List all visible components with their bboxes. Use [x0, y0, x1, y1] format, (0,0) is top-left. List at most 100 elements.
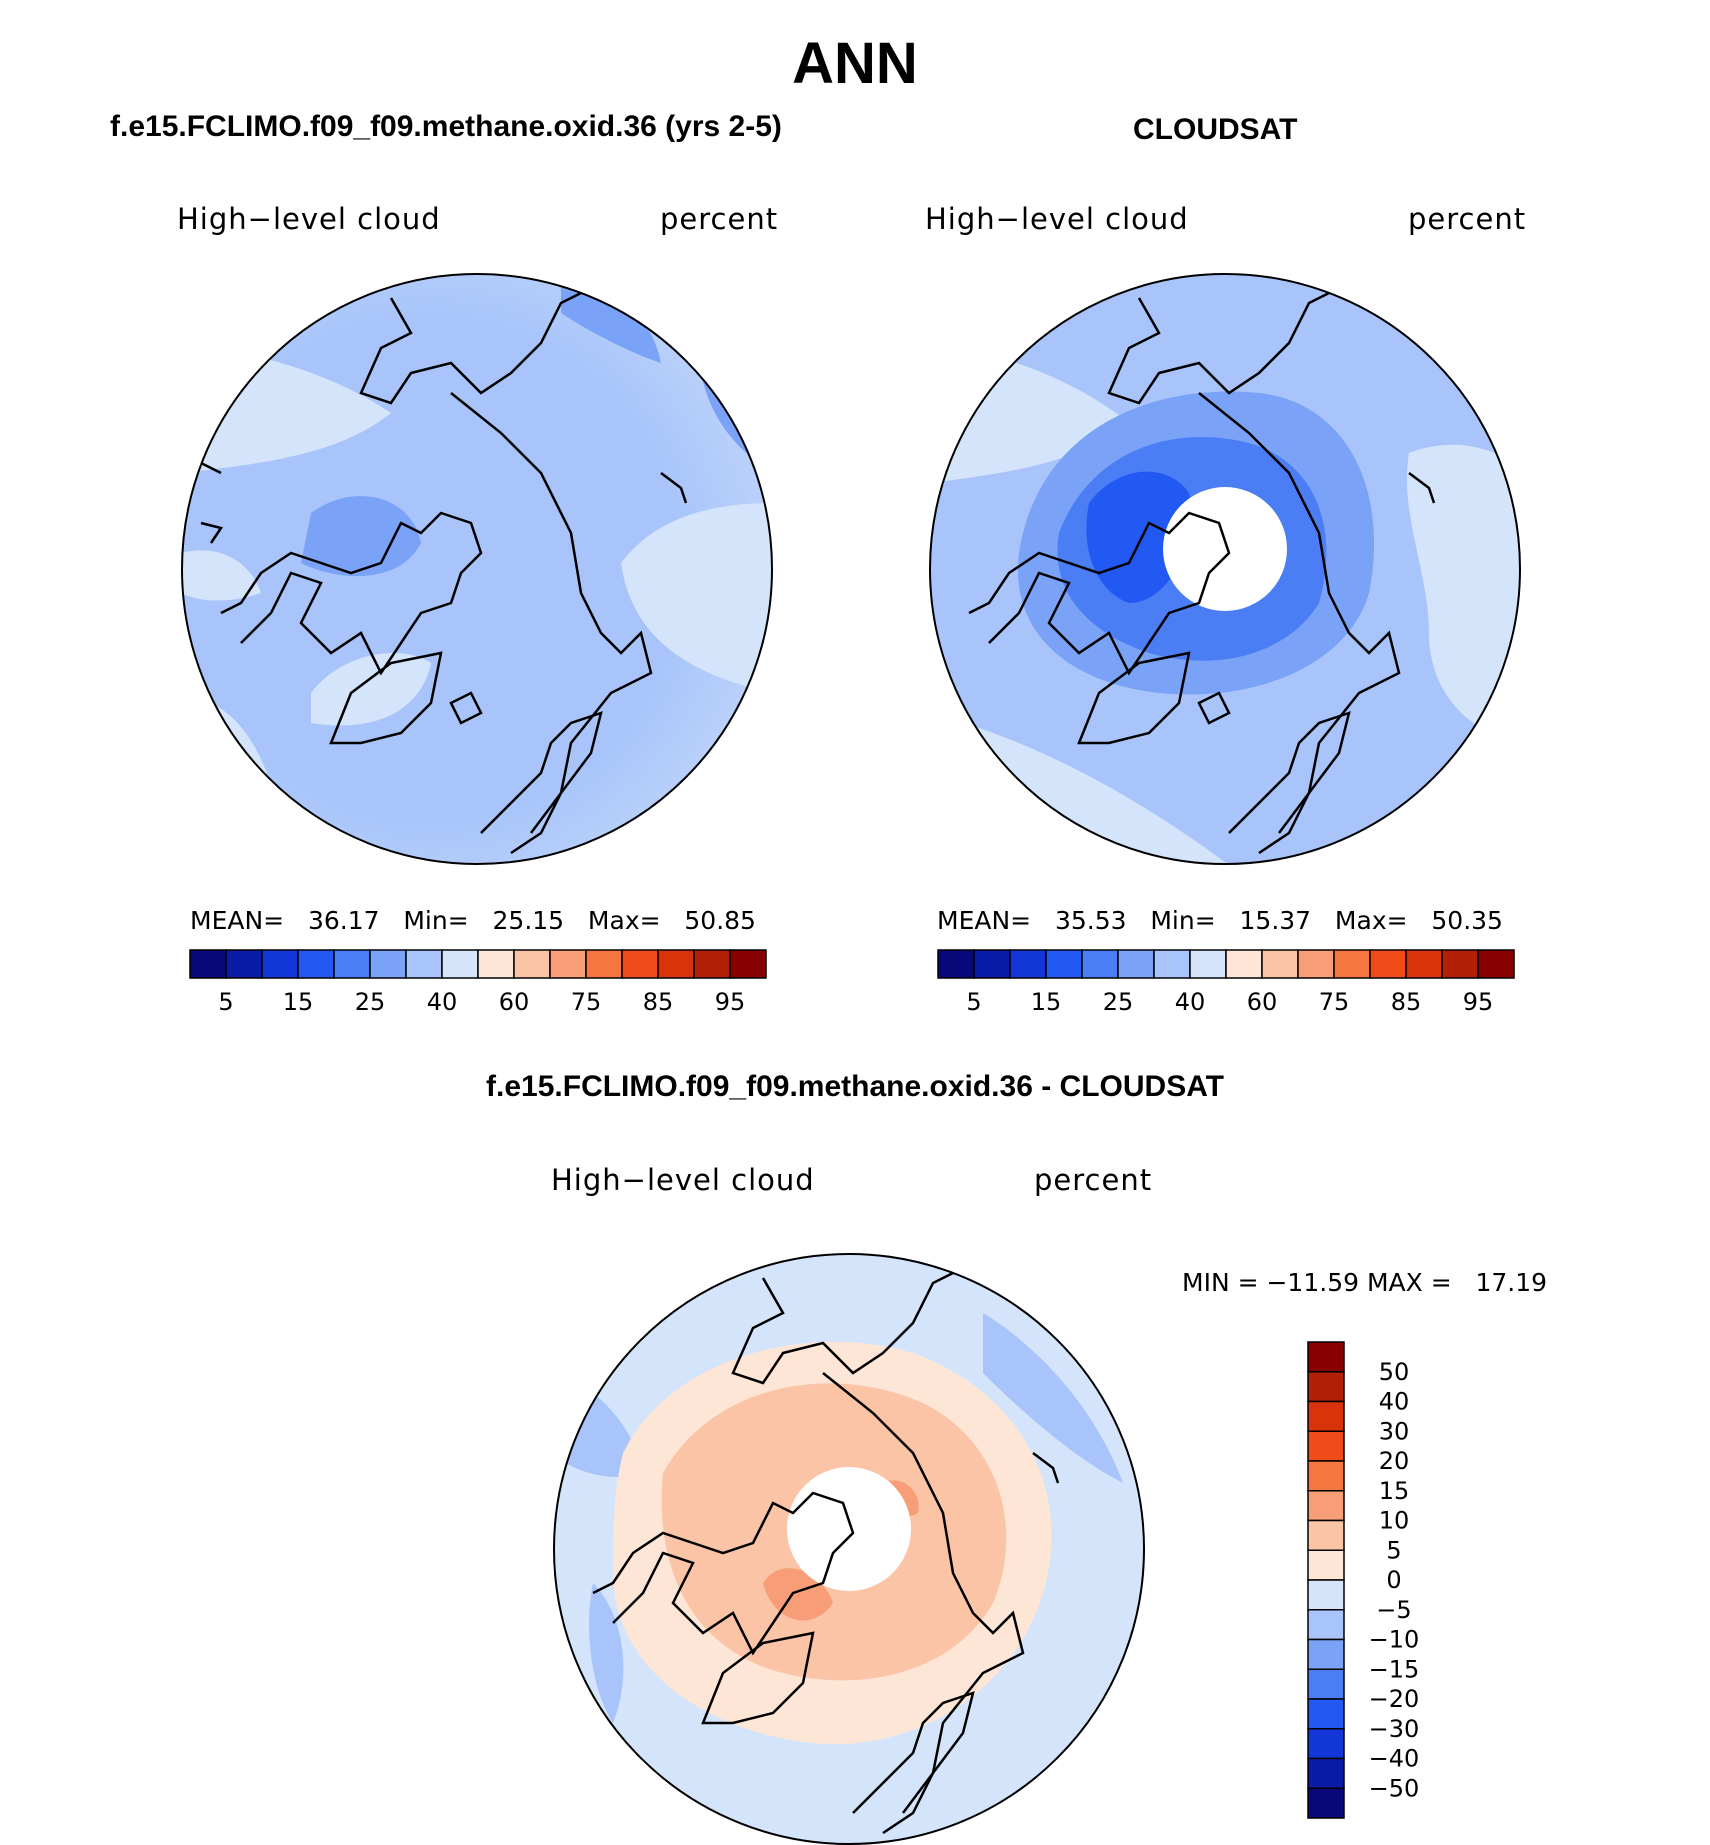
obs-colorbar-box: [1045, 949, 1083, 979]
model-region-light: [182, 550, 261, 601]
model-colorbar-tick-label: 5: [218, 988, 233, 1016]
obs-colorbar-box: [1225, 949, 1263, 979]
diff-colorbar-tick-label: −50: [1369, 1774, 1420, 1802]
panel-obs-stats: MEAN= 35.53 Min= 15.37 Max= 50.35: [937, 906, 1503, 935]
model-colorbar-box: [189, 949, 227, 979]
panel-diff-variable: High−level cloud: [551, 1163, 815, 1197]
model-colorbar-box: [729, 949, 767, 979]
figure-title: ANN: [792, 31, 918, 96]
panel-obs-variable: High−level cloud: [925, 202, 1189, 236]
model-colorbar-box: [513, 949, 551, 979]
diff-colorbar-box: [1307, 1609, 1345, 1641]
diff-colorbar-box: [1307, 1460, 1345, 1492]
diff-colorbar-tick-label: −5: [1376, 1596, 1411, 1624]
obs-colorbar-tick-label: 60: [1247, 988, 1278, 1016]
obs-colorbar-box: [937, 949, 975, 979]
diff-colorbar-box: [1307, 1490, 1345, 1522]
model-colorbar-box: [405, 949, 443, 979]
diff-colorbar-tick-label: −20: [1369, 1685, 1420, 1713]
panel-model-variable: High−level cloud: [177, 202, 441, 236]
model-colorbar-tick-label: 40: [427, 988, 458, 1016]
obs-colorbar-box: [1405, 949, 1443, 979]
diff-colorbar-box: [1307, 1519, 1345, 1551]
diff-colorbar-box: [1307, 1698, 1345, 1730]
diff-colorbar-tick-label: 50: [1379, 1358, 1410, 1386]
obs-colorbar-tick-label: 40: [1175, 988, 1206, 1016]
panel-model-title: f.e15.FCLIMO.f09_f09.methane.oxid.36 (yr…: [110, 110, 782, 143]
obs-colorbar-tick-label: 75: [1319, 988, 1350, 1016]
diff-colorbar-box: [1307, 1549, 1345, 1581]
diff-colorbar-box: [1307, 1400, 1345, 1432]
obs-colorbar-box: [1261, 949, 1299, 979]
model-colorbar-box: [549, 949, 587, 979]
diff-colorbar-tick-label: −10: [1369, 1626, 1420, 1654]
diff-colorbar-tick-label: 40: [1379, 1388, 1410, 1416]
obs-colorbar-box: [1441, 949, 1479, 979]
diff-colorbar-tick-label: 15: [1379, 1477, 1410, 1505]
diff-colorbar-tick-label: 30: [1379, 1417, 1410, 1445]
obs-colorbar-box: [1117, 949, 1155, 979]
model-map-border: [181, 273, 773, 865]
obs-colorbar-box: [1153, 949, 1191, 979]
obs-coastlines: [968, 291, 1436, 855]
obs-colorbar-tick-label: 95: [1463, 988, 1494, 1016]
diff-colorbar-tick-label: 10: [1379, 1507, 1410, 1535]
model-colorbar-box: [477, 949, 515, 979]
model-colorbar-tick-label: 15: [283, 988, 314, 1016]
panel-model-units: percent: [660, 202, 779, 236]
diff-colorbar-box: [1307, 1757, 1345, 1789]
model-region-light: [621, 503, 772, 693]
diff-colorbar-box: [1307, 1579, 1345, 1611]
model-colorbar-box: [297, 949, 335, 979]
model-colorbar-box: [333, 949, 371, 979]
panel-obs-units: percent: [1408, 202, 1527, 236]
diff-region-neg: [589, 1583, 624, 1723]
diff-colorbar-tick-label: 0: [1386, 1566, 1401, 1594]
panel-diff-stats: MIN = −11.59 MAX = 17.19: [1182, 1268, 1548, 1297]
diff-colorbar-tick-label: −40: [1369, 1745, 1420, 1773]
panel-diff-units: percent: [1034, 1163, 1153, 1197]
model-colorbar-box: [261, 949, 299, 979]
model-region-light: [311, 653, 431, 726]
obs-colorbar-box: [1297, 949, 1335, 979]
diff-colorbar-tick-label: 5: [1386, 1536, 1401, 1564]
diff-colorbar-box: [1307, 1341, 1345, 1373]
panel-diff-title: f.e15.FCLIMO.f09_f09.methane.oxid.36 - C…: [486, 1070, 1224, 1103]
obs-region-darkest: [1086, 471, 1191, 603]
model-region-dark: [561, 283, 661, 363]
obs-colorbar-box: [1369, 949, 1407, 979]
diff-missing-polar-cap: [787, 1467, 911, 1591]
obs-colorbar-tick-label: 15: [1031, 988, 1062, 1016]
diff-colorbar-box: [1307, 1430, 1345, 1462]
diff-colorbar-tick-label: 20: [1379, 1447, 1410, 1475]
model-colorbar-tick-label: 85: [643, 988, 674, 1016]
model-colorbar-tick-label: 75: [571, 988, 602, 1016]
model-colorbar-box: [621, 949, 659, 979]
model-colorbar-box: [441, 949, 479, 979]
obs-colorbar-tick-label: 5: [966, 988, 981, 1016]
panel-diff-map: [553, 1253, 1145, 1845]
model-colorbar-box: [585, 949, 623, 979]
model-colorbar-tick-label: 60: [499, 988, 530, 1016]
obs-region-light: [1406, 444, 1520, 743]
diff-coastlines: [592, 1271, 1060, 1835]
panel-obs-colorbar: 5 15 25 40 60 75 85 95: [937, 949, 1515, 1016]
obs-colorbar-tick-label: 25: [1103, 988, 1134, 1016]
obs-missing-polar-cap: [1163, 487, 1287, 611]
panel-model-map: [181, 273, 773, 865]
diff-colorbar-box: [1307, 1638, 1345, 1670]
diff-colorbar-tick-label: −30: [1369, 1715, 1420, 1743]
panel-model-stats: MEAN= 36.17 Min= 25.15 Max= 50.85: [190, 906, 756, 935]
model-colorbar-box: [657, 949, 695, 979]
model-colorbar-tick-label: 25: [355, 988, 386, 1016]
model-region-dark: [301, 496, 421, 577]
diff-colorbar-box: [1307, 1371, 1345, 1403]
obs-colorbar-box: [1333, 949, 1371, 979]
diff-colorbar-tick-label: −15: [1369, 1655, 1420, 1683]
panel-obs-map: [929, 273, 1521, 865]
model-colorbar-box: [693, 949, 731, 979]
diff-colorbar-box: [1307, 1668, 1345, 1700]
model-colorbar-box: [369, 949, 407, 979]
panel-model-colorbar: 5 15 25 40 60 75 85 95: [189, 949, 767, 1016]
obs-colorbar-box: [973, 949, 1011, 979]
